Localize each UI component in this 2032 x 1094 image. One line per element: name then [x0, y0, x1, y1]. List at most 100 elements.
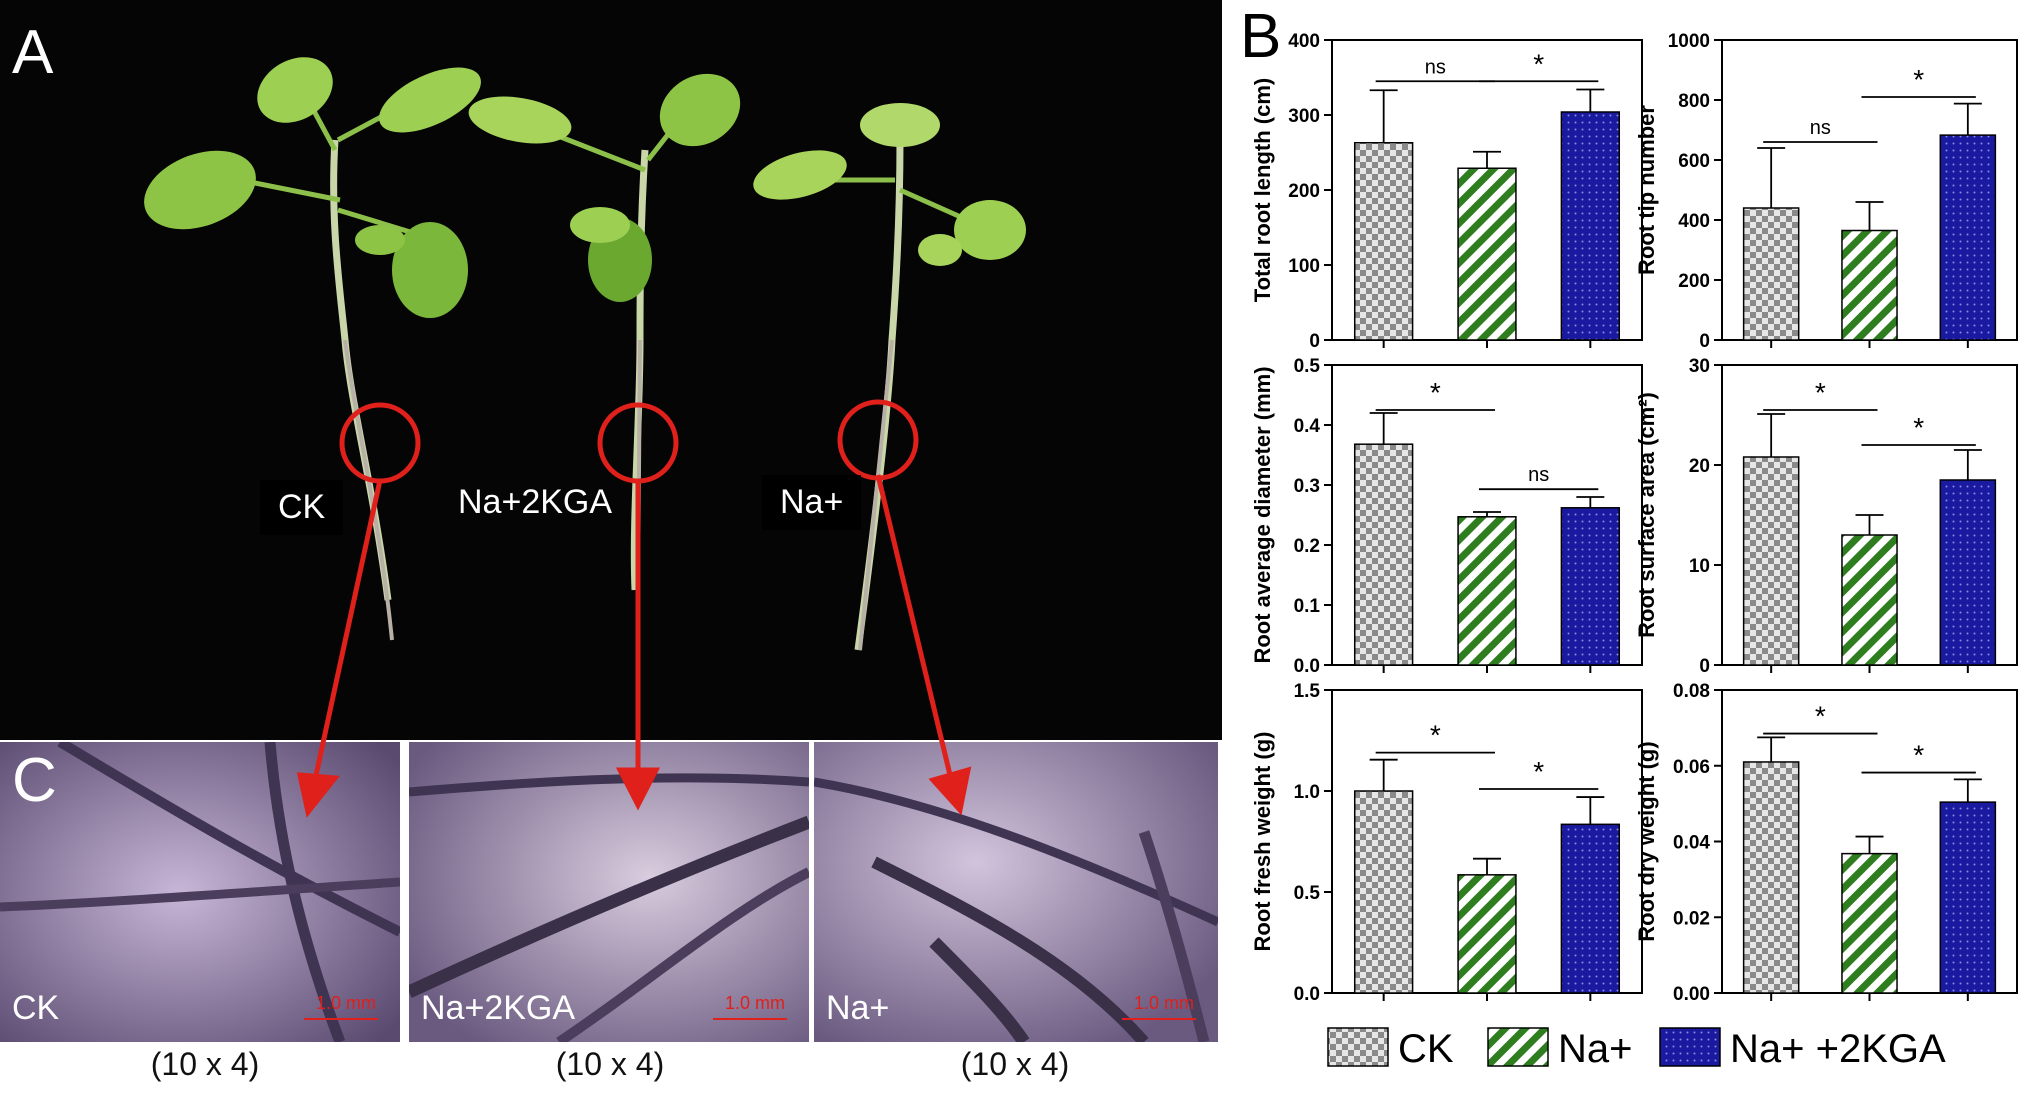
y-axis-label-3: Root surface area (cm²) [1634, 392, 1659, 638]
y-tick-label-2-2: 0.2 [1294, 536, 1320, 557]
legend-swatch-ck [1327, 1027, 1389, 1067]
sig-label-1-1: * [1913, 64, 1924, 95]
y-tick-label-1-5: 1000 [1668, 31, 1710, 52]
y-tick-label-0-3: 300 [1288, 106, 1320, 127]
y-tick-label-4-0: 0.0 [1294, 984, 1320, 1005]
bar-3-1 [1841, 534, 1898, 666]
y-tick-label-5-0: 0.00 [1673, 984, 1710, 1005]
sig-label-2-0: * [1430, 377, 1441, 408]
bar-3-2 [1939, 479, 1997, 666]
bar-1-1 [1841, 229, 1898, 341]
magnification-na-kga: (10 x 4) [555, 1046, 665, 1082]
scale-bar-na [1122, 1018, 1196, 1020]
plant-label-ck: CK [260, 480, 344, 535]
y-tick-label-4-2: 1.0 [1294, 782, 1320, 803]
y-tick-label-3-3: 30 [1689, 356, 1710, 377]
panel-label-a: A [12, 18, 54, 87]
legend-label-na-kga: Na+ +2KGA [1730, 1027, 1946, 1071]
scale-text-na-kga: 1.0 mm [724, 993, 785, 1013]
bar-0-0 [1353, 142, 1414, 341]
sig-label-2-1: ns [1528, 464, 1549, 486]
micrograph-label-ck: CK [12, 989, 60, 1027]
y-tick-label-1-1: 200 [1678, 271, 1710, 292]
legend-swatch-na-kga [1659, 1027, 1721, 1067]
y-tick-label-0-2: 200 [1288, 181, 1320, 202]
scale-text-na: 1.0 mm [1133, 993, 1194, 1013]
bar-4-2 [1560, 823, 1621, 994]
legend: CK Na+ Na+ +2KGA [1327, 1027, 1946, 1071]
sig-label-4-1: * [1533, 756, 1544, 787]
sig-label-0-1: * [1533, 48, 1544, 79]
sig-label-1-0: ns [1810, 117, 1831, 139]
bar-0-1 [1457, 167, 1517, 341]
y-tick-label-0-1: 100 [1288, 256, 1320, 277]
scale-bar-na-kga [713, 1018, 787, 1020]
y-axis-label-1: Root tip number [1634, 105, 1659, 275]
y-tick-label-2-0: 0.0 [1294, 656, 1320, 677]
sig-label-0-0: ns [1425, 56, 1446, 78]
y-tick-label-1-3: 600 [1678, 151, 1710, 172]
bar-5-2 [1939, 801, 1997, 994]
panel-label-c: C [12, 746, 57, 815]
y-tick-label-4-3: 1.5 [1294, 681, 1321, 702]
magnification-ck: (10 x 4) [150, 1046, 260, 1082]
seedling-illustration [144, 57, 1026, 651]
arrow-ck [312, 479, 383, 781]
bar-2-0 [1353, 443, 1414, 666]
bar-0-2 [1560, 111, 1621, 341]
y-tick-label-5-2: 0.04 [1673, 833, 1710, 854]
bar-2-1 [1457, 516, 1517, 666]
y-tick-label-2-5: 0.5 [1294, 356, 1321, 377]
y-tick-label-5-1: 0.02 [1673, 908, 1710, 929]
sig-label-4-0: * [1430, 720, 1441, 751]
scale-text-ck: 1.0 mm [315, 993, 376, 1013]
y-tick-label-2-3: 0.3 [1294, 476, 1320, 497]
y-tick-label-5-4: 0.08 [1673, 681, 1710, 702]
micrograph-na: Na+ 1.0 mm [814, 742, 1218, 1042]
arrow-na [875, 474, 953, 776]
sig-label-5-1: * [1913, 740, 1924, 771]
micrograph-ck: CK 1.0 mm [0, 742, 400, 1042]
y-tick-label-3-0: 0 [1699, 656, 1710, 677]
y-axis-label-4: Root fresh weight (g) [1250, 732, 1275, 952]
seedling-photo: A CK Na+2KGA Na+ [0, 0, 1222, 740]
panel-label-b: B [1240, 2, 1282, 71]
plant-label-na: Na+ [762, 475, 862, 530]
bar-2-2 [1560, 507, 1621, 666]
legend-label-na: Na+ [1558, 1027, 1633, 1071]
arrow-overlay [296, 474, 972, 818]
bar-charts-panel: B 0 100 200 300 400 Total root length (cm) ns *… [1222, 0, 2032, 1089]
legend-swatch-na [1487, 1027, 1549, 1067]
arrow-head-na-kga [615, 767, 661, 811]
bar-5-0 [1742, 761, 1800, 994]
plant-na-kga [468, 73, 741, 601]
micrograph-na-kga: Na+2KGA 1.0 mm [409, 742, 809, 1042]
y-tick-label-1-0: 0 [1699, 331, 1710, 352]
plant-ck [144, 57, 481, 641]
y-tick-label-3-1: 10 [1689, 556, 1710, 577]
plant-label-na-kga: Na+2KGA [458, 483, 613, 521]
y-axis-label-5: Root dry weight (g) [1634, 741, 1659, 941]
bar-4-0 [1353, 790, 1414, 994]
y-tick-label-2-4: 0.4 [1294, 416, 1321, 437]
sig-label-3-1: * [1913, 412, 1924, 443]
y-tick-label-2-1: 0.1 [1294, 596, 1321, 617]
legend-label-ck: CK [1398, 1027, 1454, 1071]
micrograph-label-na-kga: Na+2KGA [421, 989, 576, 1027]
plant-na [753, 103, 1026, 651]
bar-3-0 [1742, 456, 1800, 666]
arrow-head-ck [296, 772, 340, 818]
sig-label-5-0: * [1815, 701, 1826, 732]
y-tick-label-0-0: 0 [1309, 331, 1320, 352]
y-tick-label-0-4: 400 [1288, 31, 1320, 52]
bar-5-1 [1841, 852, 1898, 994]
y-tick-label-4-1: 0.5 [1294, 883, 1321, 904]
bar-1-0 [1742, 207, 1800, 341]
magnification-na: (10 x 4) [960, 1046, 1070, 1082]
bar-1-2 [1939, 134, 1997, 341]
y-tick-label-1-4: 800 [1678, 91, 1710, 112]
y-tick-label-5-3: 0.06 [1673, 757, 1710, 778]
y-tick-label-1-2: 400 [1678, 211, 1710, 232]
